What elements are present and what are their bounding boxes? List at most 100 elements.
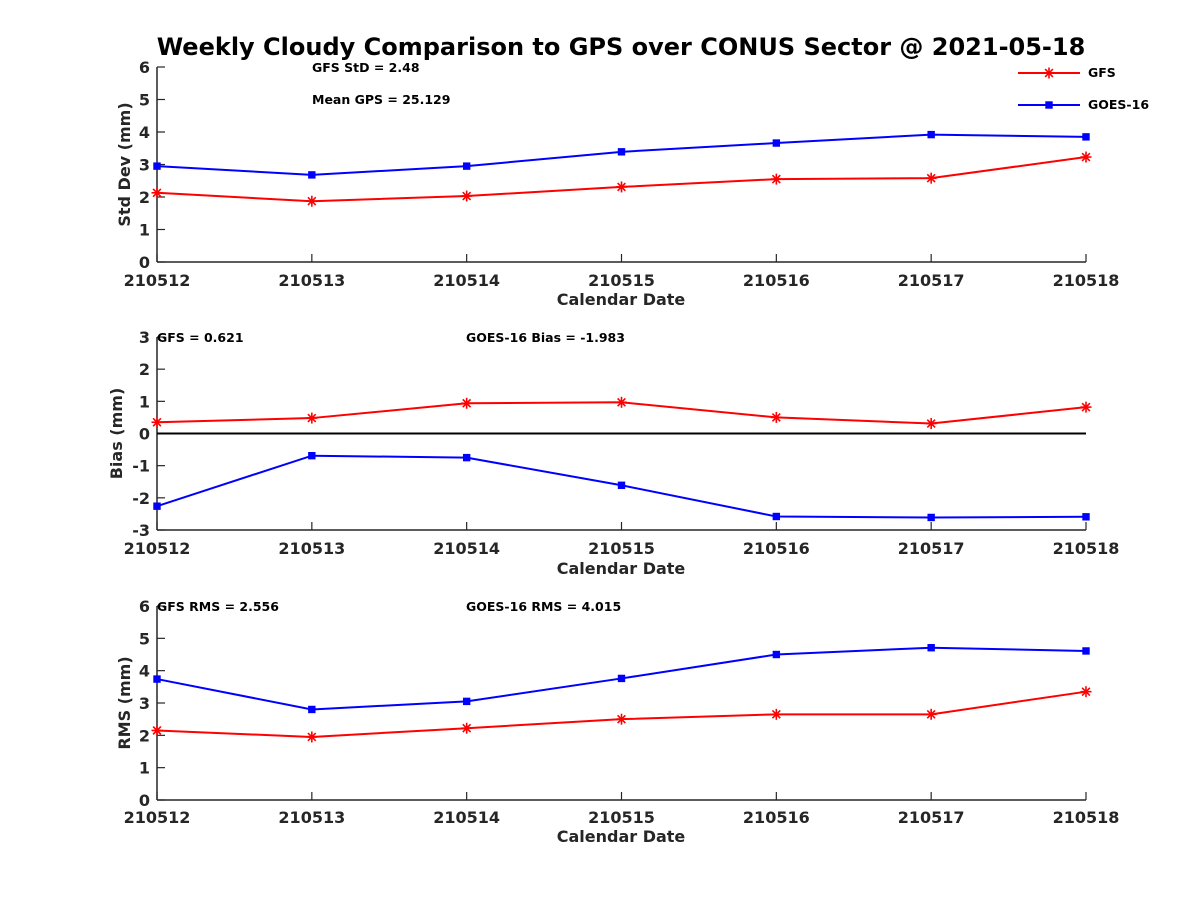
x-tick-label: 210517 — [898, 271, 965, 290]
x-tick-label: 210516 — [743, 808, 810, 827]
y-tick-label: 6 — [139, 597, 150, 616]
y-axis-label: Std Dev (mm) — [115, 102, 134, 226]
data-point-goes16 — [772, 139, 781, 147]
series-line-gfs — [156, 156, 1087, 203]
x-tick-label: 210514 — [433, 271, 500, 290]
y-tick-label: 6 — [139, 58, 150, 77]
y-tick-label: -3 — [132, 521, 150, 540]
data-point-gfs — [461, 397, 473, 409]
y-tick-label: 0 — [139, 425, 150, 444]
x-axis-label: Calendar Date — [557, 559, 686, 578]
stat-annotation: GFS StD = 2.48 — [312, 60, 420, 75]
data-point-goes16 — [617, 481, 626, 489]
std-dev-panel: 0 1 2 3 4 5 6 210512 210513 210514 210515 210516 210… — [115, 58, 1119, 309]
x-tick-label: 210514 — [433, 808, 500, 827]
x-tick-label: 210512 — [124, 539, 191, 558]
data-point-goes16 — [1082, 133, 1090, 141]
x-tick-label: 210512 — [124, 808, 191, 827]
y-tick-label: 2 — [139, 188, 150, 207]
y-tick-label: 2 — [139, 726, 150, 745]
data-point-goes16 — [308, 171, 316, 179]
stat-annotation: GOES-16 Bias = -1.983 — [466, 330, 625, 345]
data-point-goes16 — [927, 130, 935, 139]
y-tick-label: 0 — [139, 791, 150, 810]
data-point-gfs — [770, 173, 782, 185]
x-tick-label: 210515 — [588, 271, 655, 290]
legend-gfs-label: GFS — [1088, 65, 1116, 80]
data-point-gfs — [770, 708, 782, 720]
data-point-goes16 — [617, 148, 626, 156]
x-tick-label: 210516 — [743, 539, 810, 558]
x-tick-label: 210518 — [1053, 808, 1120, 827]
data-point-goes16 — [772, 650, 781, 659]
x-tick-label: 210518 — [1053, 539, 1120, 558]
legend-goes16-label: GOES-16 — [1088, 97, 1149, 112]
x-tick-label: 210514 — [433, 539, 500, 558]
data-point-gfs — [925, 708, 937, 720]
y-tick-label: 0 — [139, 253, 150, 272]
stat-annotation: Mean GPS = 25.129 — [312, 92, 450, 107]
y-tick-label: 5 — [139, 629, 150, 648]
goes16-marker-glyph — [1045, 101, 1053, 109]
y-tick-label: -2 — [132, 489, 150, 508]
y-tick-label: 4 — [139, 123, 150, 142]
x-tick-label: 210515 — [588, 539, 655, 558]
data-point-gfs — [1080, 686, 1092, 698]
data-point-goes16 — [1082, 647, 1090, 655]
x-tick-label: 210513 — [278, 808, 345, 827]
data-point-goes16 — [153, 502, 161, 510]
figure-title: Weekly Cloudy Comparison to GPS over CON… — [157, 33, 1086, 61]
y-axis-label: Bias (mm) — [107, 388, 126, 480]
data-point-goes16 — [308, 451, 316, 460]
data-point-gfs — [616, 396, 627, 408]
data-point-goes16 — [1082, 513, 1090, 521]
data-point-goes16 — [153, 675, 161, 683]
x-tick-label: 210513 — [278, 271, 345, 290]
data-point-gfs — [616, 181, 627, 193]
x-tick-label: 210513 — [278, 539, 345, 558]
x-tick-label: 210518 — [1053, 271, 1120, 290]
data-point-goes16 — [617, 674, 626, 683]
y-tick-label: 3 — [139, 156, 150, 175]
y-tick-label: -1 — [132, 457, 150, 476]
x-tick-label: 210517 — [898, 539, 965, 558]
bias-panel: -3 -2 -1 0 1 2 3 210512 210513 210514 210515 210516… — [107, 328, 1119, 578]
data-point-gfs — [151, 724, 163, 736]
data-point-gfs — [461, 722, 473, 734]
legend: GFS GOES-16 — [1018, 65, 1149, 112]
data-point-gfs — [925, 172, 937, 184]
x-axis-label: Calendar Date — [557, 290, 686, 309]
y-axis-label: RMS (mm) — [115, 656, 134, 749]
data-point-gfs — [1080, 151, 1092, 163]
y-tick-label: 3 — [139, 694, 150, 713]
y-tick-label: 4 — [139, 662, 150, 681]
data-point-gfs — [151, 187, 163, 199]
legend-gfs-marker — [1043, 67, 1055, 79]
data-point-goes16 — [927, 513, 935, 522]
data-point-gfs — [461, 190, 473, 202]
data-point-gfs — [306, 731, 318, 743]
data-point-gfs — [770, 411, 782, 423]
gfs-marker-glyph — [1043, 67, 1055, 79]
data-point-goes16 — [772, 512, 781, 521]
y-tick-label: 5 — [139, 91, 150, 110]
x-tick-label: 210512 — [124, 271, 191, 290]
rms-panel: 0 1 2 3 4 5 6 210512 210513 210514 210515 210516 210… — [115, 597, 1119, 846]
data-point-goes16 — [927, 644, 935, 652]
data-point-goes16 — [462, 162, 471, 170]
data-point-goes16 — [462, 453, 471, 462]
data-point-gfs — [925, 418, 937, 430]
data-point-goes16 — [462, 697, 471, 706]
y-tick-label: 3 — [139, 328, 150, 347]
data-point-gfs — [1080, 401, 1092, 413]
legend-goes16-marker — [1045, 101, 1053, 109]
data-point-gfs — [306, 195, 318, 207]
stat-annotation: GOES-16 RMS = 4.015 — [466, 599, 621, 614]
data-point-gfs — [306, 412, 318, 424]
stat-annotation: GFS RMS = 2.556 — [157, 599, 279, 614]
x-axis-label: Calendar Date — [557, 827, 686, 846]
x-tick-label: 210517 — [898, 808, 965, 827]
x-tick-label: 210516 — [743, 271, 810, 290]
y-tick-label: 1 — [139, 759, 150, 778]
